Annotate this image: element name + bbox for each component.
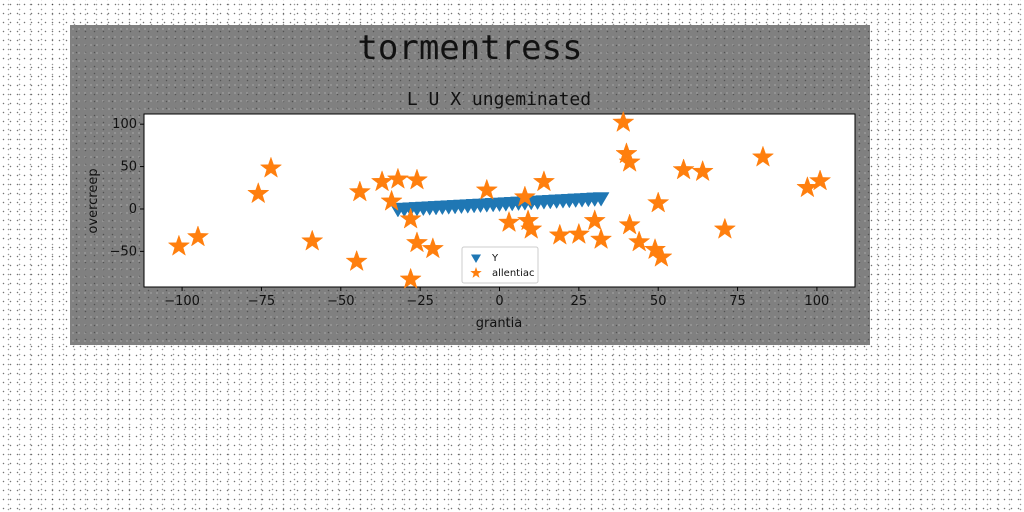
series-2-point bbox=[691, 159, 714, 182]
y-axis-label: overcreep bbox=[86, 168, 101, 233]
x-tick-label: 0 bbox=[495, 294, 503, 309]
series-2-point bbox=[612, 110, 635, 132]
legend-markers bbox=[470, 254, 482, 278]
series-2-point bbox=[301, 229, 324, 251]
series-2-point bbox=[370, 170, 394, 192]
series-2-point bbox=[513, 185, 537, 207]
x-tick-label: 25 bbox=[571, 294, 588, 309]
y-tick-label: 50 bbox=[120, 160, 137, 175]
series-2-point bbox=[405, 168, 429, 190]
series-2-point bbox=[615, 142, 638, 164]
scatter-chart: tormentress L U X ungeminated grantia ov… bbox=[86, 28, 856, 331]
series-2-point bbox=[647, 191, 670, 213]
chart-title: tormentress bbox=[357, 28, 582, 68]
x-tick-label: −50 bbox=[327, 294, 354, 309]
legend-label-series-1: Y bbox=[491, 253, 499, 264]
series-2-point bbox=[386, 167, 410, 189]
series-2-point bbox=[532, 170, 556, 192]
series-2-point bbox=[399, 207, 422, 229]
series-2-point bbox=[751, 145, 775, 167]
series-2-point bbox=[713, 217, 737, 239]
legend: Y allentiac bbox=[461, 246, 539, 284]
series-2-point bbox=[186, 225, 210, 247]
series-2-point bbox=[650, 245, 673, 267]
series-2-point bbox=[583, 209, 606, 231]
series-2-point bbox=[589, 227, 613, 250]
series-2-point bbox=[348, 180, 372, 202]
series-2-point bbox=[618, 213, 641, 235]
series-2-point bbox=[516, 209, 540, 231]
y-tick-label: 0 bbox=[129, 202, 137, 217]
legend-marker-series-1 bbox=[471, 254, 481, 263]
series-2-point bbox=[167, 234, 191, 256]
series-2-point bbox=[618, 150, 641, 172]
series-2-point bbox=[345, 249, 368, 272]
series-2-point bbox=[497, 210, 521, 233]
series-2-point bbox=[399, 267, 422, 289]
x-tick-label: −25 bbox=[406, 294, 433, 309]
series-2-point bbox=[247, 181, 270, 204]
series-2-point bbox=[808, 169, 832, 191]
series-2-point bbox=[405, 231, 429, 253]
x-tick-label: −100 bbox=[164, 294, 200, 309]
series-2-point bbox=[520, 217, 543, 239]
data-marks bbox=[167, 110, 832, 289]
x-tick-label: 75 bbox=[729, 294, 746, 309]
chart-figure: tormentress L U X ungeminated grantia ov… bbox=[70, 25, 870, 345]
series-2-point bbox=[672, 158, 695, 180]
series-2-point bbox=[259, 156, 283, 178]
legend-marker-series-2 bbox=[470, 267, 482, 278]
series-2-point bbox=[567, 222, 591, 244]
legend-label-series-2: allentiac bbox=[492, 268, 535, 279]
x-tick-label: 100 bbox=[804, 294, 829, 309]
chart-subtitle: L U X ungeminated bbox=[407, 89, 591, 110]
legend-box bbox=[461, 246, 539, 284]
axis-ticks: −100 −75 −50 −25 0 25 50 75 100 −50 0 50 100 bbox=[110, 117, 830, 309]
series-2-point bbox=[475, 178, 498, 200]
x-tick-label: 50 bbox=[650, 294, 667, 309]
series-2-point bbox=[627, 230, 651, 252]
series-2-point bbox=[548, 223, 571, 245]
series-1-point bbox=[592, 192, 610, 207]
x-tick-label: −75 bbox=[248, 294, 275, 309]
y-tick-label: 100 bbox=[112, 117, 137, 132]
series-2-point bbox=[380, 189, 403, 211]
series-2-point bbox=[421, 237, 445, 259]
y-tick-label: −50 bbox=[110, 244, 137, 259]
x-axis-label: grantia bbox=[476, 316, 522, 331]
